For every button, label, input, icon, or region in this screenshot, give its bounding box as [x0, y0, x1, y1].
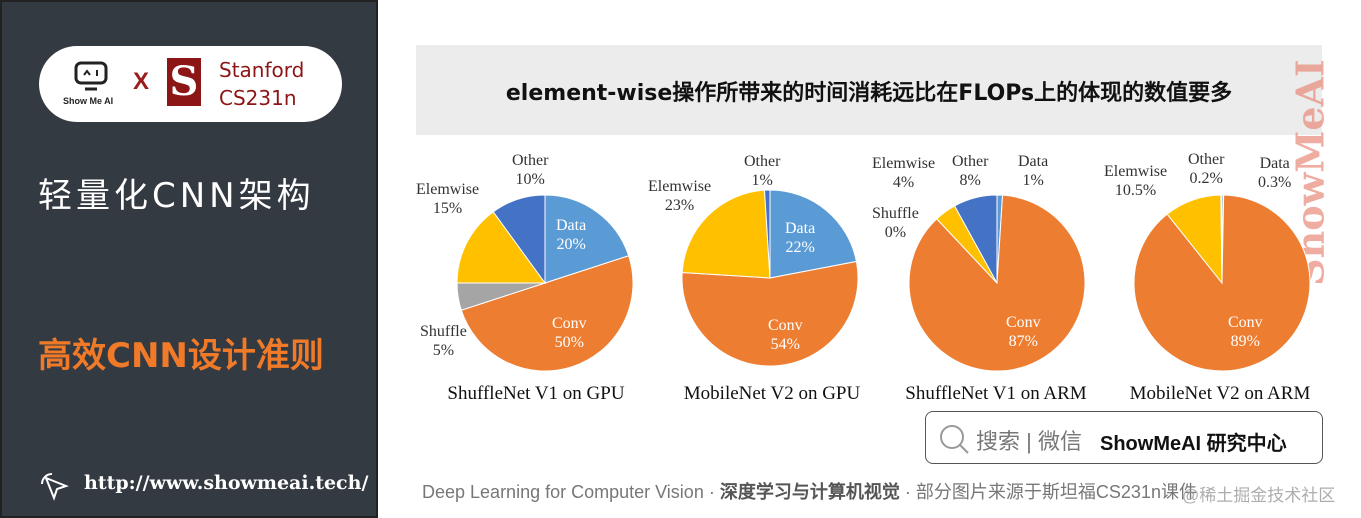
search-icon: [940, 425, 969, 454]
label-elemwise: Elemwise 23%: [648, 178, 712, 214]
section-title: 轻量化CNN架构: [38, 176, 315, 216]
label-elemwise: Elemwise 15%: [416, 181, 480, 217]
pie-slice-other: [763, 189, 771, 279]
label-data: Data 1%: [1018, 153, 1049, 189]
label-shuffle: Shuffle 5%: [420, 323, 467, 359]
label-data: Data 20%: [556, 217, 587, 253]
footer-course: Deep Learning for Computer Vision: [422, 482, 704, 502]
pie-slice-data: [544, 194, 630, 284]
label-shuffle: Shuffle 0%: [872, 205, 919, 241]
label-data: Data 22%: [785, 220, 816, 256]
stanford-text: Stanford: [219, 58, 305, 82]
footer-sep: ·: [708, 482, 715, 502]
pie-title: ShuffleNet V1 on ARM: [905, 383, 1087, 404]
stanford-logo: S: [167, 58, 201, 106]
label-conv: Conv 89%: [1228, 314, 1263, 350]
label-elemwise: Elemwise 4%: [872, 155, 936, 191]
search-brand: ShowMeAI 研究中心: [1100, 433, 1287, 455]
label-elemwise: Elemwise 10.5%: [1104, 163, 1168, 199]
showmeai-logo-text: Show Me AI: [63, 96, 114, 106]
website-link[interactable]: http://www.showmeai.tech/: [84, 472, 369, 494]
logo-banner: Show Me AI X S Stanford CS231n: [39, 46, 342, 122]
footer-source: 部分图片来源于斯坦福CS231n课件: [915, 482, 1197, 502]
cross-mark: X: [133, 68, 150, 95]
pie-title: MobileNet V2 on GPU: [683, 383, 861, 404]
course-text: CS231n: [219, 86, 297, 110]
pie-slice-conv: [681, 260, 859, 367]
slide-title: element-wise操作所带来的时间消耗远比在FLOPs上的体现的数值要多: [505, 81, 1233, 106]
label-conv: Conv 50%: [552, 315, 587, 351]
slide-title-box: element-wise操作所带来的时间消耗远比在FLOPs上的体现的数值要多: [416, 45, 1322, 135]
showmeai-robot-icon: [74, 61, 108, 91]
pie-title: MobileNet V2 on ARM: [1129, 383, 1311, 404]
label-conv: Conv 54%: [768, 317, 803, 353]
pie-slice-other: [492, 194, 546, 285]
footer: Deep Learning for Computer Vision · 深度学习…: [422, 478, 1197, 504]
search-text: 搜索 | 微信: [976, 429, 1082, 454]
pie-slice-other: [1220, 194, 1223, 284]
pie-slice-conv: [460, 255, 634, 372]
cursor-icon: [41, 473, 69, 501]
label-data: Data 0.3%: [1258, 155, 1292, 191]
pie-slice-other: [953, 194, 998, 284]
pie-title: ShuffleNet V1 on GPU: [447, 383, 625, 404]
pie-slice-data: [769, 189, 858, 279]
topic-title: 高效CNN设计准则: [38, 336, 324, 376]
watermark: @稀土掘金技术社区: [1182, 486, 1336, 505]
search-box[interactable]: 搜索 | 微信 ShowMeAI 研究中心: [925, 411, 1323, 464]
sidebar: Show Me AI X S Stanford CS231n 轻量化CNN架构 …: [0, 0, 378, 518]
footer-cn-course: 深度学习与计算机视觉: [719, 482, 900, 502]
pie-slice-elemwise: [456, 211, 546, 284]
label-conv: Conv 87%: [1006, 314, 1041, 350]
label-other: Other 10%: [512, 152, 549, 188]
footer-sep: ·: [904, 482, 911, 502]
label-other: Other 0.2%: [1188, 151, 1225, 187]
label-other: Other 1%: [744, 153, 781, 189]
label-other: Other 8%: [952, 153, 989, 189]
pie-slice-elemwise: [681, 189, 771, 279]
